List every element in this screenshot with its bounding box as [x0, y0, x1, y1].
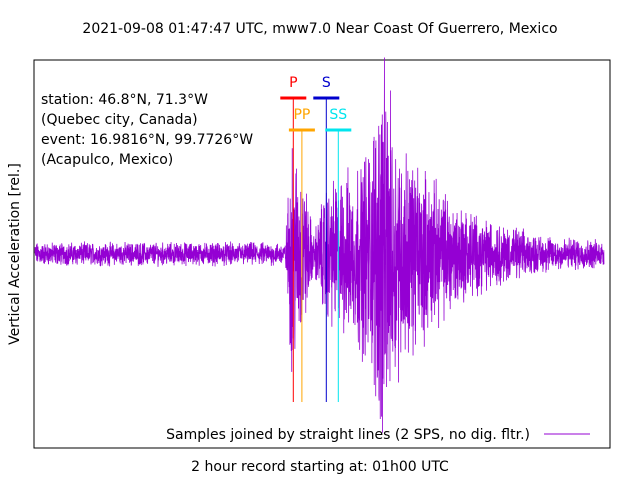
phase-label-pp: PP	[293, 107, 310, 123]
plot-frame	[33, 59, 611, 449]
x-axis-label: 2 hour record starting at: 01h00 UTC	[191, 459, 449, 475]
seismic-trace-layer	[34, 57, 605, 433]
annotation-station-place: (Quebec city, Canada)	[41, 112, 198, 128]
chart-title: 2021-09-08 01:47:47 UTC, mww7.0 Near Coa…	[82, 21, 557, 37]
annotation-event: event: 16.9816°N, 99.7726°W	[41, 132, 253, 148]
seismic-trace-line	[34, 57, 605, 433]
y-axis-label: Vertical Acceleration [rel.]	[7, 163, 23, 345]
phase-label-p: P	[289, 75, 297, 91]
phase-label-ss: SS	[329, 107, 347, 123]
phase-label-s: S	[322, 75, 331, 91]
annotation-event-place: (Acapulco, Mexico)	[41, 152, 173, 168]
legend-label: Samples joined by straight lines (2 SPS,…	[166, 427, 530, 443]
annotation-station: station: 46.8°N, 71.3°W	[41, 92, 208, 108]
